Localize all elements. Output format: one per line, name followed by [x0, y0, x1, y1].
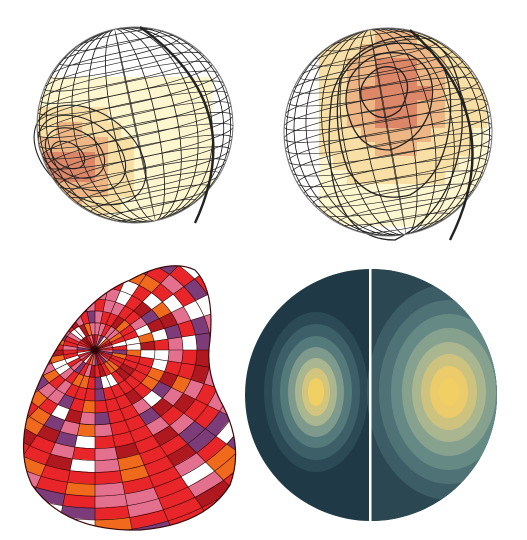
deformed-blob	[22, 265, 237, 531]
seam-line	[369, 269, 372, 521]
left-lobe-contours	[264, 312, 368, 472]
sphere-terminator	[139, 26, 215, 224]
sphere-outline	[283, 27, 493, 237]
sphere-outline	[36, 26, 234, 224]
sphere-wireframe-left	[33, 26, 234, 224]
sphere-wireframe-right	[283, 27, 493, 241]
contour-lines	[33, 104, 147, 206]
contour-lines	[328, 35, 463, 241]
blob-outline	[22, 265, 237, 531]
sphere-terminator	[409, 29, 474, 241]
contour-disk	[245, 269, 497, 521]
